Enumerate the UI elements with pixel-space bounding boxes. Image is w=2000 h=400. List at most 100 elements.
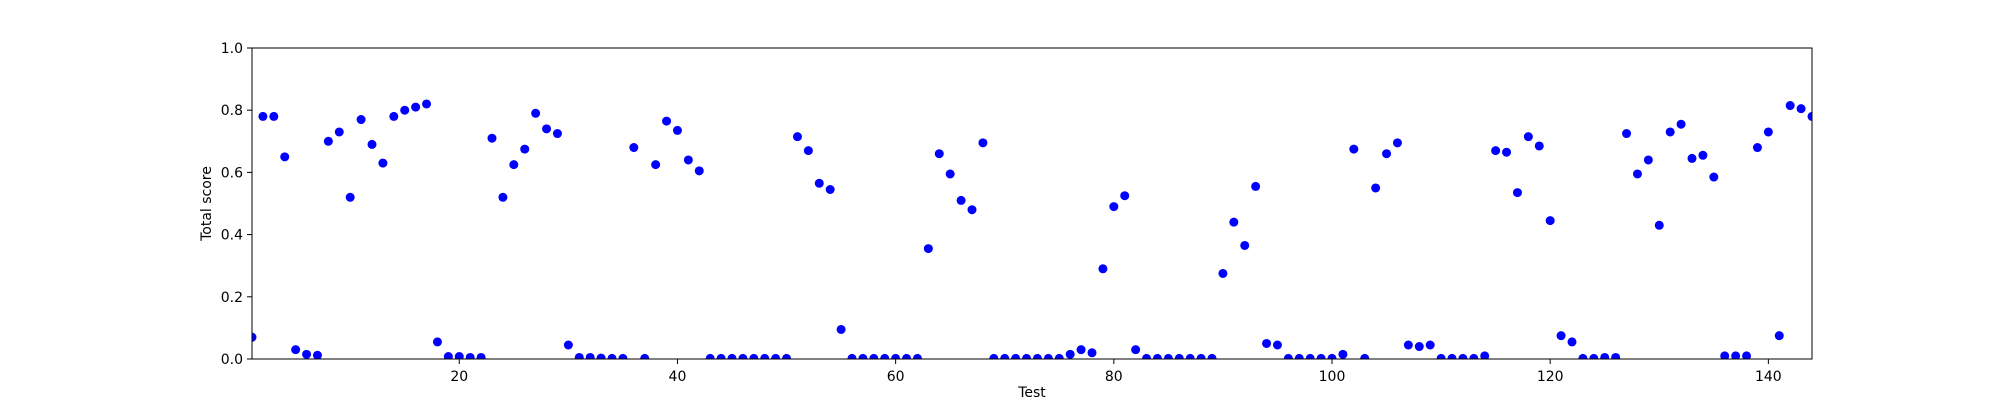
y-tick-label: 0.0 [221,352,243,368]
data-point [923,244,933,254]
data-point [956,195,966,205]
x-axis-ticks: 20 40 60 80 100 120 140 [450,359,1782,385]
data-point [1382,149,1392,159]
data-points [252,99,1812,359]
data-point [629,143,639,153]
y-tick-label: 0.6 [221,165,243,181]
data-point [1611,352,1621,359]
data-point [738,353,748,359]
data-point [1600,352,1610,359]
data-point [1065,349,1075,359]
x-tick-label: 120 [1537,369,1564,385]
data-point [880,353,890,359]
data-point [749,353,759,359]
data-point [1327,353,1337,359]
data-point [1131,345,1141,355]
data-point [389,111,399,121]
data-point [1098,264,1108,274]
x-tick-label: 140 [1755,369,1782,385]
data-point [792,132,802,142]
data-point [1480,351,1490,359]
data-point [1392,138,1402,148]
data-point [1054,353,1064,359]
y-tick-label: 1.0 [221,41,243,57]
data-point [1545,216,1555,226]
data-point [252,332,257,342]
data-point [302,349,312,359]
data-point [378,158,388,168]
data-point [672,125,682,135]
data-point [1305,353,1315,359]
data-point [1502,147,1512,157]
x-tick-label: 100 [1319,369,1346,385]
x-axis-label: Test [1017,385,1046,400]
data-point [1731,351,1741,359]
data-point [280,152,290,162]
y-axis-label: Total score [199,166,215,242]
data-point [432,337,442,347]
data-point [1262,338,1272,348]
data-point [411,102,421,112]
x-tick-label: 60 [887,369,905,385]
data-point [825,185,835,194]
data-point [585,352,595,359]
data-point [1142,353,1152,359]
data-point [1185,353,1195,359]
data-point [498,192,508,202]
data-point [1742,351,1752,359]
data-point [596,353,606,359]
data-point [1469,353,1479,359]
data-point [705,353,715,359]
data-point [716,353,726,359]
data-point [1534,141,1544,151]
data-point [814,178,824,188]
data-point [683,155,693,165]
data-point [345,192,355,202]
data-point [1240,240,1250,250]
data-point [1556,331,1566,341]
data-point [836,324,846,334]
data-point [869,353,879,359]
data-point [520,144,530,154]
data-point [1174,353,1184,359]
data-point [1425,340,1435,350]
data-point [1578,353,1588,359]
data-point [465,352,475,359]
x-tick-label: 80 [1105,369,1123,385]
data-point [1698,150,1708,160]
data-point [934,149,944,159]
y-tick-label: 0.4 [221,228,243,244]
data-point [1447,353,1457,359]
data-point [760,353,770,359]
data-point [651,160,661,170]
data-point [1349,144,1359,154]
data-point [1436,353,1446,359]
data-point [945,169,955,179]
data-point [1643,155,1653,165]
data-point [323,136,333,146]
data-point [1676,119,1686,129]
data-point [1774,331,1784,341]
data-point [1403,340,1413,350]
data-point [771,353,781,359]
data-point [1523,132,1533,142]
data-point [1371,183,1381,193]
data-point [1338,349,1348,359]
data-point [487,133,497,143]
data-point [1763,127,1773,137]
data-point [1796,104,1806,114]
x-tick-label: 40 [669,369,687,385]
data-point [1022,353,1032,359]
data-point [1709,172,1719,182]
data-point [1251,181,1261,191]
data-point [1567,337,1577,347]
data-point [1512,188,1522,198]
data-point [1360,353,1370,359]
data-point [902,353,912,359]
data-point [989,353,999,359]
data-point [1752,143,1762,153]
data-point [1294,353,1304,359]
data-point [694,166,704,176]
